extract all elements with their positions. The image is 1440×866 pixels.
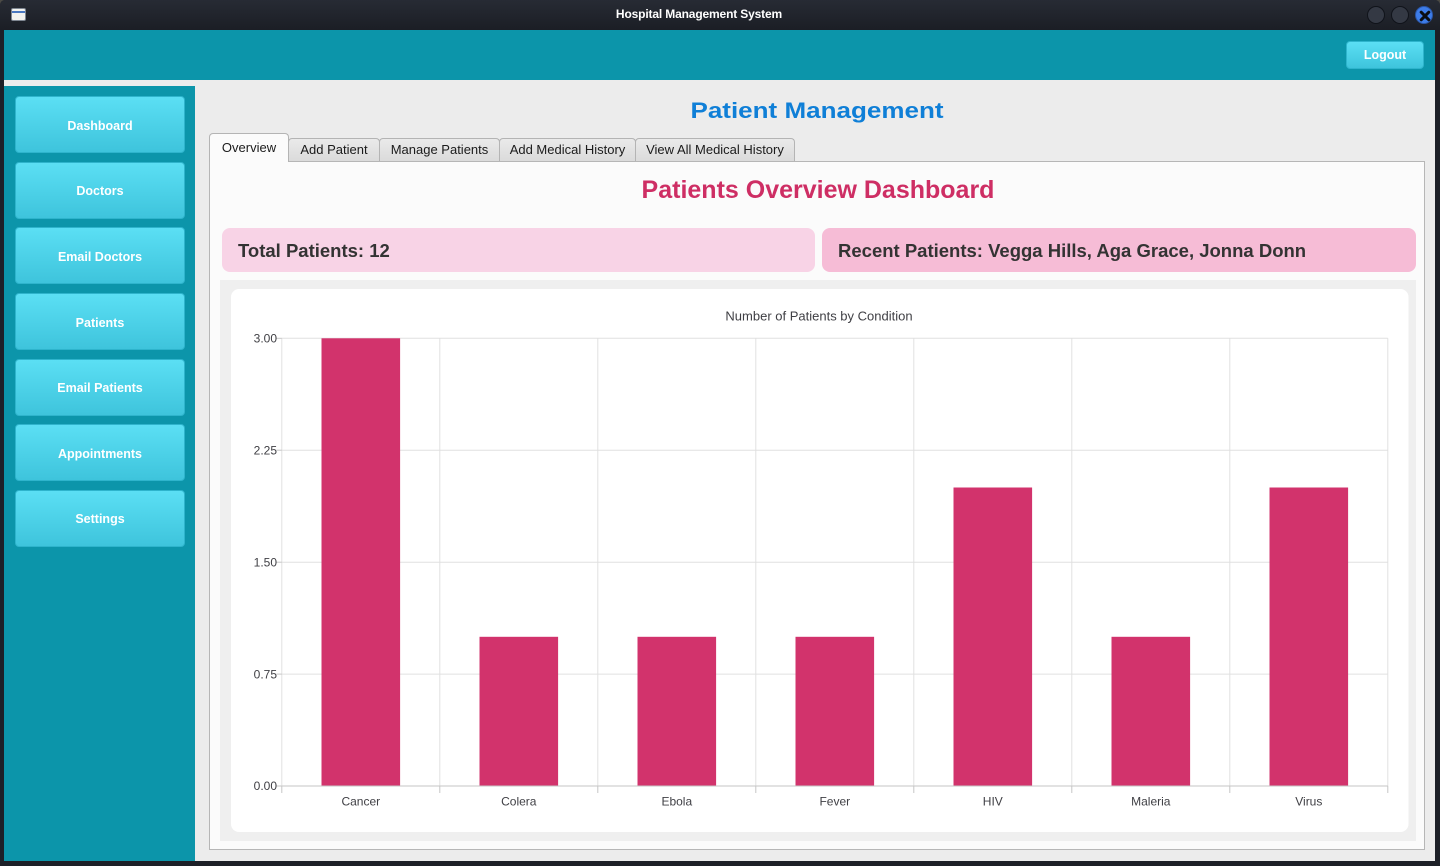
svg-text:Ebola: Ebola [661, 795, 692, 809]
svg-text:0.00: 0.00 [254, 779, 278, 793]
svg-text:Number of Patients by Conditio: Number of Patients by Condition [725, 309, 912, 324]
svg-text:1.50: 1.50 [254, 555, 278, 569]
svg-text:0.75: 0.75 [254, 667, 278, 681]
svg-text:Maleria: Maleria [1131, 795, 1171, 809]
svg-text:Colera: Colera [501, 795, 537, 809]
svg-text:3.00: 3.00 [254, 332, 278, 346]
svg-text:2.25: 2.25 [254, 443, 278, 457]
svg-text:HIV: HIV [983, 795, 1003, 809]
svg-text:Cancer: Cancer [341, 795, 380, 809]
svg-text:Virus: Virus [1295, 795, 1322, 809]
svg-text:Fever: Fever [819, 795, 850, 809]
